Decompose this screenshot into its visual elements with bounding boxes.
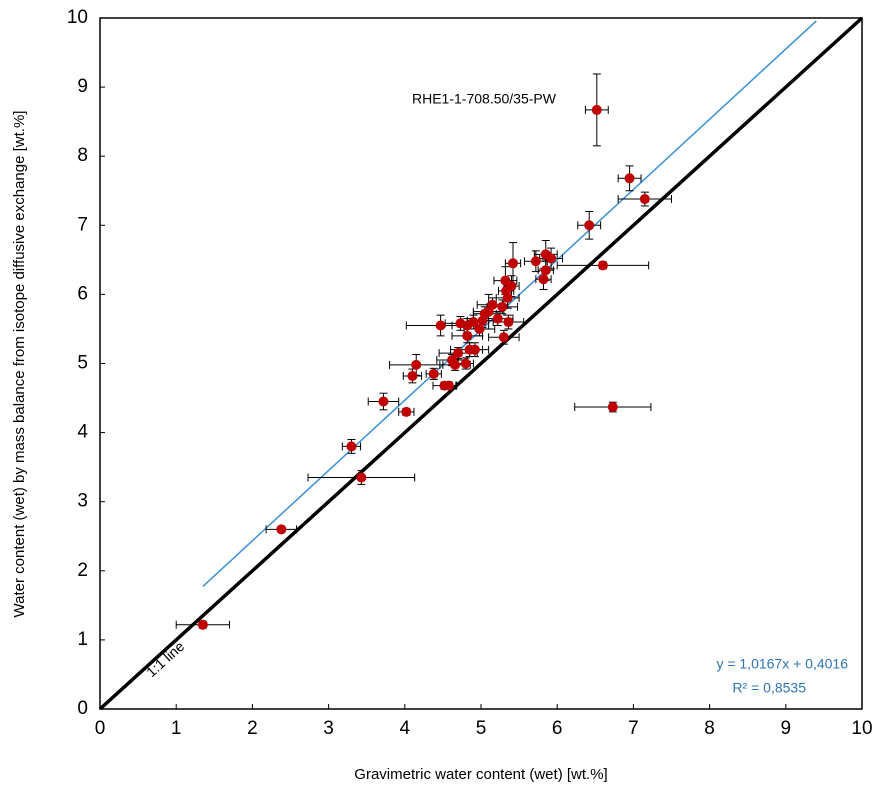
y-tick-label: 4 [77,422,88,443]
point [443,380,454,391]
point [378,396,389,407]
point [450,359,461,370]
point [460,358,471,369]
y-tick-label: 6 [77,283,88,304]
point [538,274,549,285]
x-tick-label: 2 [247,718,258,739]
trend-equation: y = 1,0167x + 0,4016 [716,656,848,672]
y-tick-label: 8 [77,145,88,166]
point [498,332,509,343]
y-tick-label: 1 [77,629,88,650]
x-axis-label: Gravimetric water content (wet) [wt.%] [354,766,607,783]
point [506,281,517,292]
x-tick-label: 0 [95,718,106,739]
x-tick-label: 9 [781,718,792,739]
y-tick-label: 7 [77,214,88,235]
y-axis-label: Water content (wet) by mass balance from… [11,111,28,618]
point [546,253,557,264]
x-tick-label: 7 [628,718,639,739]
x-tick-label: 5 [476,718,487,739]
point [197,619,208,630]
point [435,320,446,331]
point [487,299,498,310]
y-tick-label: 3 [77,491,88,512]
point [474,323,485,334]
point [502,292,513,303]
x-tick-label: 8 [704,718,715,739]
point [639,194,650,205]
point [597,260,608,271]
point [607,402,618,413]
point [584,220,595,231]
point [497,301,508,312]
y-tick-label: 10 [67,7,88,28]
point [540,265,551,276]
identity-line [98,16,864,711]
point [508,258,519,269]
y-tick-label: 9 [77,76,88,97]
point [346,441,357,452]
x-tick-label: 3 [323,718,334,739]
y-tick-label: 0 [77,698,88,719]
y-tick-label: 5 [77,353,88,374]
trend-line [202,20,817,587]
point [462,330,473,341]
point [428,368,439,379]
point [401,406,412,417]
point [468,317,479,328]
x-tick-label: 10 [851,718,872,739]
point [469,344,480,355]
x-tick-label: 4 [400,718,411,739]
y-tick-label: 2 [77,560,88,581]
annotation: RHE1-1-708.50/35-PW [412,91,557,107]
x-tick-label: 6 [552,718,563,739]
point [591,104,602,115]
trend-r2: R² = 0,8535 [732,680,806,696]
point [276,524,287,535]
identity-label: 1:1 line [143,638,187,680]
point [356,472,367,483]
point [503,317,514,328]
point [411,359,422,370]
point [453,348,464,359]
point [624,173,635,184]
point [407,370,418,381]
point [530,256,541,267]
x-tick-label: 1 [171,718,182,739]
point [492,313,503,324]
